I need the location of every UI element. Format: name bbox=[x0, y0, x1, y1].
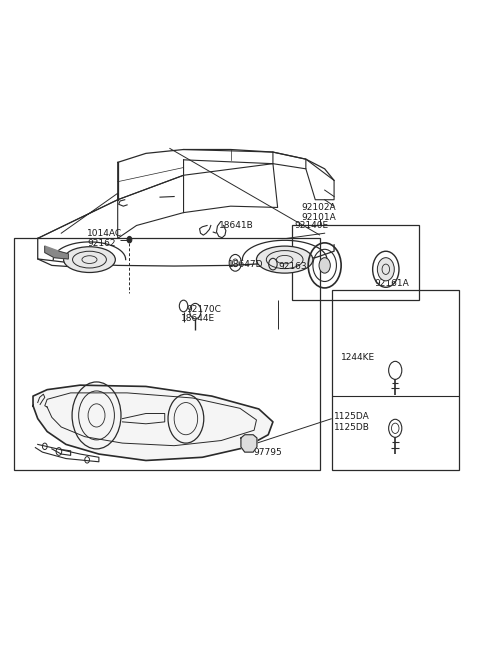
Text: 92161A: 92161A bbox=[374, 279, 409, 288]
Text: 18644E: 18644E bbox=[181, 313, 216, 323]
Circle shape bbox=[127, 237, 132, 243]
Text: 1244KE: 1244KE bbox=[341, 353, 375, 362]
Text: 1125DA
1125DB: 1125DA 1125DB bbox=[334, 412, 370, 432]
Text: 18647D: 18647D bbox=[228, 260, 264, 269]
Bar bbox=[14, 238, 320, 470]
Text: 92170C: 92170C bbox=[186, 305, 221, 313]
Text: 92140E: 92140E bbox=[294, 221, 328, 230]
Circle shape bbox=[377, 258, 394, 281]
Bar bbox=[332, 290, 459, 470]
Text: 97795: 97795 bbox=[253, 448, 282, 457]
Text: 18641B: 18641B bbox=[219, 221, 253, 230]
Text: 92102A
92101A: 92102A 92101A bbox=[301, 203, 336, 222]
Polygon shape bbox=[45, 246, 68, 259]
Polygon shape bbox=[33, 385, 273, 461]
Polygon shape bbox=[241, 435, 257, 452]
Ellipse shape bbox=[256, 246, 313, 273]
Ellipse shape bbox=[63, 247, 115, 273]
Circle shape bbox=[319, 258, 330, 273]
Text: 1014AC
92162: 1014AC 92162 bbox=[87, 229, 122, 248]
Text: 92163: 92163 bbox=[278, 261, 307, 271]
Bar bbox=[292, 225, 419, 300]
